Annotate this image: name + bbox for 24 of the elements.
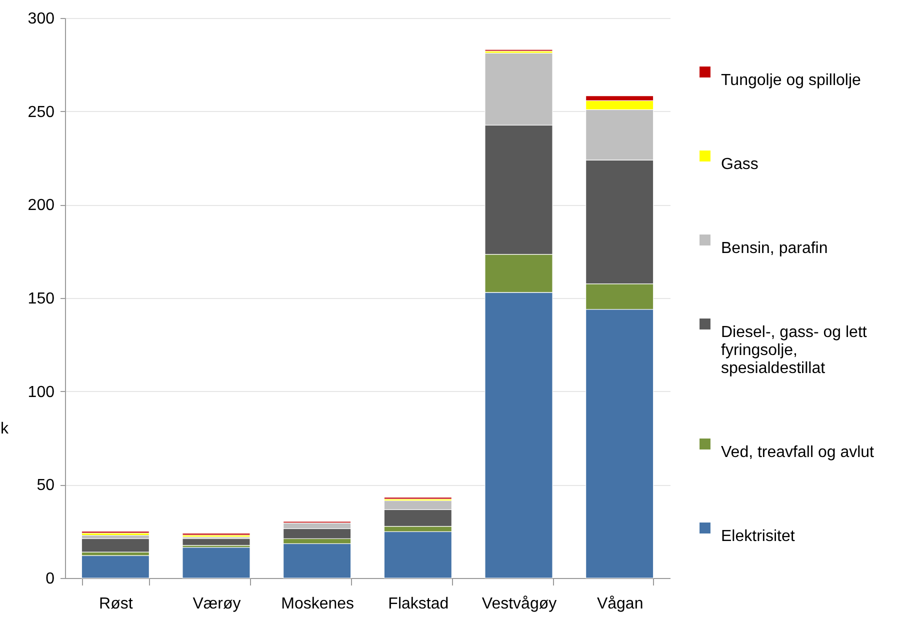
y-tick-label: 0 xyxy=(46,570,55,588)
y-tick-label: 250 xyxy=(28,104,55,121)
bar xyxy=(283,543,352,578)
x-tick-label: Vågan xyxy=(596,596,644,612)
legend-label: Elektrisitet xyxy=(721,528,796,545)
x-tick-label: Flakstad xyxy=(388,596,449,612)
legend-label: Gass xyxy=(721,156,758,173)
y-axis-title: k xyxy=(0,420,10,438)
y-tick-label: 200 xyxy=(28,197,55,214)
x-tick-label: Værøy xyxy=(192,596,241,612)
legend-label: Ved, treavfall og avlut xyxy=(721,444,875,461)
y-tick-label: 150 xyxy=(28,290,55,308)
x-tick-label: Vestvågøy xyxy=(482,596,557,612)
legend-label: Tungolje og spillolje xyxy=(721,72,862,89)
y-tick-label: 300 xyxy=(28,10,55,28)
bar xyxy=(81,555,150,578)
bar xyxy=(81,538,150,552)
y-tick-label: 50 xyxy=(36,477,55,494)
x-tick-label: Røst xyxy=(99,596,134,612)
legend-label: Diesel-, gass- og lett fyringsolje, spesialdestillat xyxy=(721,324,868,377)
bar xyxy=(182,547,250,578)
x-tick-label: Moskenes xyxy=(281,596,354,612)
legend-label: Bensin, parafin xyxy=(721,240,828,257)
y-tick-label: 100 xyxy=(28,384,55,401)
